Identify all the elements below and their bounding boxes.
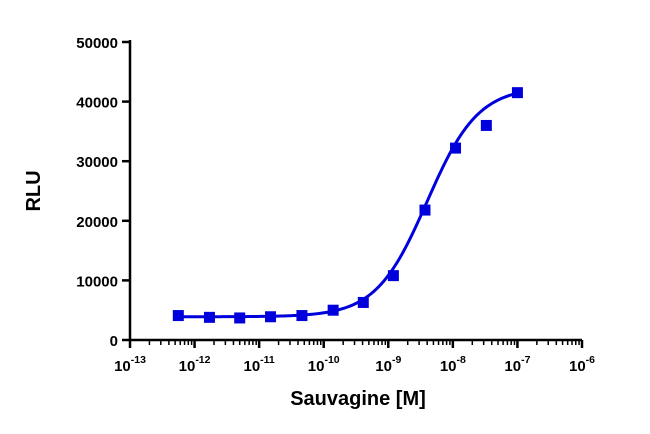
x-tick-base: 10 bbox=[179, 358, 196, 375]
data-point bbox=[357, 296, 369, 308]
x-tick-exponent: -9 bbox=[392, 354, 401, 366]
data-point bbox=[480, 119, 492, 131]
y-tick-label: 40000 bbox=[76, 95, 118, 112]
axis-labels-layer: Sauvagine [M] RLU bbox=[23, 170, 426, 410]
data-point bbox=[450, 142, 462, 154]
x-tick-exponent: -13 bbox=[131, 354, 146, 366]
x-tick-base: 10 bbox=[375, 358, 392, 375]
data-point bbox=[234, 312, 246, 324]
data-points-layer bbox=[172, 87, 523, 324]
x-tick-label: 10-12 bbox=[179, 354, 211, 375]
x-tick-exponent: -10 bbox=[324, 354, 339, 366]
data-point bbox=[387, 270, 399, 282]
x-tick-base: 10 bbox=[243, 358, 260, 375]
y-tick-label: 0 bbox=[110, 333, 118, 350]
y-tick-label: 20000 bbox=[76, 214, 118, 231]
data-point bbox=[265, 311, 277, 323]
y-tick-label: 50000 bbox=[76, 35, 118, 52]
x-tick-exponent: -8 bbox=[457, 354, 466, 366]
x-tick-base: 10 bbox=[308, 358, 325, 375]
x-tick-exponent: -11 bbox=[260, 354, 275, 366]
x-tick-label: 10-6 bbox=[569, 354, 595, 375]
x-tick-exponent: -12 bbox=[195, 354, 210, 366]
x-tick-label: 10-10 bbox=[308, 354, 340, 375]
x-tick-label: 10-11 bbox=[243, 354, 274, 375]
data-point bbox=[296, 310, 308, 322]
fit-curve bbox=[178, 91, 518, 319]
y-axis-label: RLU bbox=[23, 170, 45, 211]
x-tick-label: 10-7 bbox=[504, 354, 530, 375]
x-tick-exponent: -6 bbox=[586, 354, 595, 366]
x-tick-base: 10 bbox=[440, 358, 457, 375]
y-tick-label: 30000 bbox=[76, 154, 118, 171]
x-tick-exponent: -7 bbox=[521, 354, 530, 366]
x-tick-label: 10-13 bbox=[114, 354, 146, 375]
x-tick-base: 10 bbox=[569, 358, 586, 375]
x-tick-label: 10-9 bbox=[375, 354, 401, 375]
data-point bbox=[511, 87, 523, 99]
x-tick-label: 10-8 bbox=[440, 354, 466, 375]
data-point bbox=[419, 204, 431, 216]
data-point bbox=[327, 304, 339, 316]
x-tick-base: 10 bbox=[504, 358, 521, 375]
x-axis-label: Sauvagine [M] bbox=[290, 388, 426, 410]
data-point bbox=[172, 310, 184, 322]
fit-curve-layer bbox=[178, 91, 518, 319]
y-tick-label: 10000 bbox=[76, 273, 118, 290]
data-point bbox=[203, 311, 215, 323]
x-tick-base: 10 bbox=[114, 358, 131, 375]
